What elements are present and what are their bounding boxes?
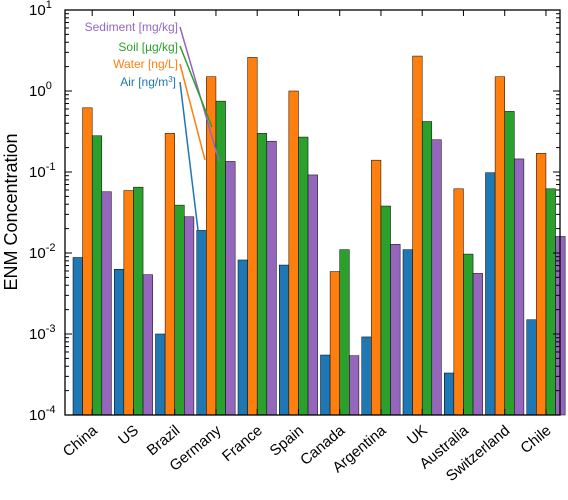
bar-france-series-0 [237, 259, 248, 416]
bar-canada-series-3 [349, 355, 360, 416]
x-category-label-chile: Chile [517, 422, 554, 457]
bar-uk-series-3 [431, 139, 442, 416]
bar-france-series-1 [247, 57, 258, 416]
x-category-label-france: France [219, 422, 266, 465]
bar-argentina-series-3 [390, 244, 401, 416]
bar-china-series-1 [82, 107, 93, 416]
bar-germany-series-0 [196, 230, 207, 416]
legend-water: Water [ng/L] [113, 57, 178, 71]
bar-china-series-3 [101, 191, 112, 416]
bar-switzerland-series-3 [514, 158, 525, 416]
bar-germany-series-2 [215, 100, 226, 416]
plot-frame [64, 9, 561, 416]
bar-brazil-series-0 [155, 333, 166, 416]
y-tick-label: 10-4 [29, 404, 55, 424]
legend-leader-water [179, 63, 206, 161]
y-tick-label: 10-2 [29, 242, 55, 262]
bar-brazil-series-3 [184, 216, 195, 416]
y-tick-label: 10-3 [29, 323, 55, 343]
bar-switzerland-series-1 [494, 76, 505, 416]
axis-ticks [65, 9, 560, 416]
bar-switzerland-series-0 [485, 172, 496, 416]
y-tick-label: 100 [29, 80, 52, 100]
bar-chile-series-2 [545, 188, 556, 416]
legend-air: Air [ng/m3] [120, 75, 176, 90]
bar-germany-series-1 [206, 76, 217, 416]
bar-australia-series-1 [453, 188, 464, 416]
bar-chile-series-0 [526, 319, 537, 416]
bar-spain-series-0 [279, 264, 290, 416]
x-category-label-china: China [60, 422, 101, 461]
bar-argentina-series-0 [361, 336, 372, 416]
y-tick-label: 10-1 [29, 161, 55, 181]
legend-sediment: Sediment [mg/kg] [85, 20, 178, 34]
y-tick-labels: 101 100 10-1 10-2 10-3 10-4 [29, 0, 55, 424]
bar-switzerland-series-2 [504, 111, 515, 416]
bar-spain-series-3 [307, 174, 318, 416]
legend: Sediment [mg/kg] Soil [µg/kg] Water [ng/… [85, 20, 220, 231]
bar-us-series-1 [123, 190, 134, 416]
bar-argentina-series-1 [371, 159, 382, 416]
bar-us-series-0 [114, 269, 125, 416]
x-category-label-uk: UK [404, 422, 431, 448]
bar-argentina-series-2 [380, 205, 391, 416]
bar-spain-series-2 [298, 136, 309, 416]
bar-china-series-2 [91, 135, 103, 416]
bar-brazil-series-1 [164, 133, 175, 416]
bar-uk-series-2 [421, 121, 433, 416]
bar-uk-series-0 [402, 249, 413, 416]
bar-brazil-series-2 [174, 204, 185, 416]
bars-group [72, 55, 566, 416]
legend-leader-soil [179, 45, 213, 128]
legend-leader-air [179, 81, 199, 231]
bar-australia-series-0 [444, 372, 455, 416]
bar-us-series-3 [142, 274, 153, 416]
y-tick-label: 101 [29, 0, 52, 19]
x-category-label-us: US [115, 422, 142, 448]
bar-canada-series-1 [329, 271, 340, 416]
bar-chile-series-1 [536, 153, 547, 416]
bar-france-series-2 [256, 133, 268, 416]
y-axis-label: ENM Concentration [1, 133, 21, 290]
bar-spain-series-1 [288, 90, 299, 416]
legend-air-sup: 3 [168, 75, 173, 84]
bar-us-series-2 [133, 186, 144, 416]
bar-canada-series-0 [320, 354, 331, 416]
bar-canada-series-2 [339, 249, 350, 416]
bar-australia-series-3 [472, 273, 483, 416]
bar-australia-series-2 [463, 253, 474, 416]
legend-air-suffix: ] [173, 75, 176, 89]
bar-china-series-0 [72, 257, 83, 416]
legend-air-prefix: Air [ng/m [120, 75, 168, 89]
bar-germany-series-3 [225, 161, 236, 416]
bar-france-series-3 [266, 140, 277, 416]
legend-soil: Soil [µg/kg] [118, 40, 178, 54]
bar-uk-series-1 [412, 55, 423, 416]
